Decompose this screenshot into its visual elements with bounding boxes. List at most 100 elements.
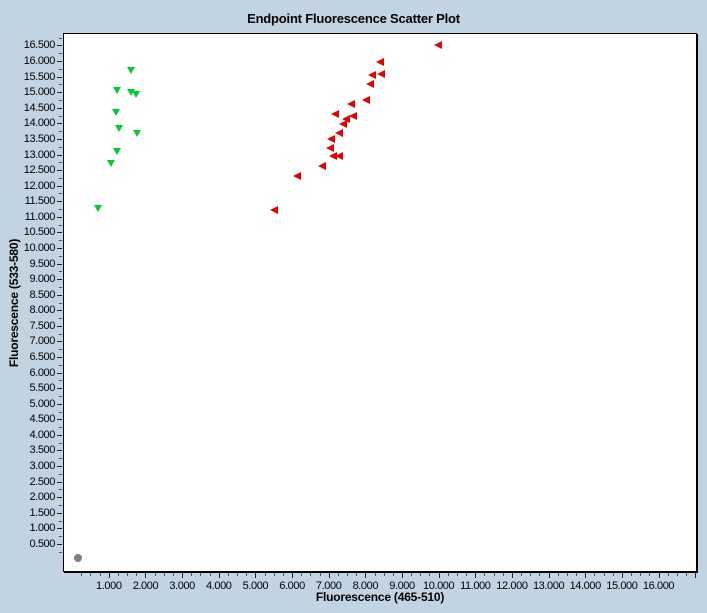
y-tick-label: 3.500 <box>29 444 55 457</box>
x-tick <box>338 573 339 576</box>
y-tick <box>57 279 62 280</box>
y-tick <box>59 147 62 148</box>
y-tick <box>57 497 62 498</box>
x-tick <box>640 573 641 576</box>
data-point-red-series <box>433 41 442 50</box>
x-tick <box>466 573 467 576</box>
y-tick <box>57 435 62 436</box>
y-tick <box>59 552 62 553</box>
x-tick <box>173 573 174 576</box>
y-tick <box>59 458 62 459</box>
y-tick-label: 15.000 <box>23 86 56 99</box>
y-tick <box>59 256 62 257</box>
data-point-red-series <box>329 152 338 161</box>
y-tick-label: 5.000 <box>29 397 55 410</box>
x-tick <box>659 573 660 578</box>
data-point-red-series <box>362 96 371 105</box>
x-tick <box>393 573 394 576</box>
data-point-red-series <box>349 112 358 121</box>
y-tick <box>57 466 62 467</box>
y-tick <box>57 388 62 389</box>
data-point-red-series <box>366 79 375 88</box>
y-tick <box>57 373 62 374</box>
y-tick <box>59 365 62 366</box>
y-tick-label: 2.500 <box>29 475 55 488</box>
x-tick-label: 13.000 <box>532 580 565 592</box>
y-tick <box>57 419 62 420</box>
data-point-green-series <box>126 66 135 74</box>
y-tick-label: 9.500 <box>29 257 55 270</box>
y-tick <box>57 513 62 514</box>
x-tick-label: 1.000 <box>96 580 122 592</box>
x-tick <box>155 573 156 576</box>
x-tick <box>420 573 421 576</box>
y-tick-label: 0.500 <box>29 537 55 550</box>
y-tick <box>59 334 62 335</box>
x-tick <box>411 573 412 576</box>
y-tick <box>57 232 62 233</box>
data-point-green-series <box>131 90 140 98</box>
data-point-red-series <box>331 109 340 118</box>
data-point-red-series <box>376 69 385 78</box>
y-tick <box>59 162 62 163</box>
y-tick <box>57 295 62 296</box>
x-tick <box>457 573 458 576</box>
x-tick <box>530 573 531 576</box>
x-tick <box>439 573 440 578</box>
data-point-red-series <box>326 134 335 143</box>
x-tick <box>539 573 540 576</box>
x-tick <box>145 573 146 578</box>
x-tick <box>448 573 449 576</box>
y-tick-label: 1.000 <box>29 522 55 535</box>
data-point-green-series <box>114 124 123 132</box>
x-tick <box>402 573 403 578</box>
y-tick-label: 4.000 <box>29 428 55 441</box>
x-tick-label: 16.000 <box>642 580 675 592</box>
x-tick <box>668 573 669 576</box>
x-tick-label: 12.000 <box>496 580 528 592</box>
y-tick <box>57 357 62 358</box>
x-tick-label: 10.000 <box>423 580 455 592</box>
x-tick <box>558 573 559 576</box>
chart-title: Endpoint Fluorescence Scatter Plot <box>247 11 460 26</box>
data-point-green-series <box>127 89 136 96</box>
x-tick <box>567 573 568 576</box>
x-tick-label: 14.000 <box>569 580 602 592</box>
x-tick <box>164 573 165 576</box>
y-tick <box>57 139 62 140</box>
y-tick <box>59 536 62 537</box>
y-tick-label: 16.500 <box>23 39 56 52</box>
x-tick <box>356 573 357 576</box>
y-tick-label: 12.500 <box>23 164 56 177</box>
y-tick <box>59 474 62 475</box>
y-tick-label: 13.000 <box>23 148 56 161</box>
y-tick <box>57 450 62 451</box>
y-tick-label: 5.500 <box>29 382 55 395</box>
data-point-green-series <box>132 129 141 137</box>
data-point-red-series <box>338 120 347 129</box>
x-tick <box>118 573 119 576</box>
x-tick <box>585 573 586 578</box>
data-point-gray-series <box>74 553 83 562</box>
x-tick-label: 8.000 <box>352 580 379 592</box>
x-tick <box>136 573 137 576</box>
y-tick <box>57 326 62 327</box>
y-tick <box>57 201 62 202</box>
x-tick <box>228 573 229 576</box>
y-tick-label: 3.000 <box>29 460 55 473</box>
x-tick <box>191 573 192 576</box>
x-tick <box>347 573 348 576</box>
y-tick-label: 11.500 <box>24 195 56 208</box>
x-tick-label: 7.000 <box>315 580 342 592</box>
x-tick <box>549 573 550 578</box>
y-tick <box>59 380 62 381</box>
x-tick <box>100 573 101 576</box>
y-tick-label: 16.000 <box>23 55 56 68</box>
x-tick-label: 4.000 <box>205 580 232 592</box>
y-tick-label: 4.500 <box>29 413 55 426</box>
y-tick-label: 8.000 <box>29 304 55 317</box>
x-tick <box>604 573 605 576</box>
y-tick-label: 10.500 <box>23 226 56 239</box>
x-tick <box>109 573 110 578</box>
